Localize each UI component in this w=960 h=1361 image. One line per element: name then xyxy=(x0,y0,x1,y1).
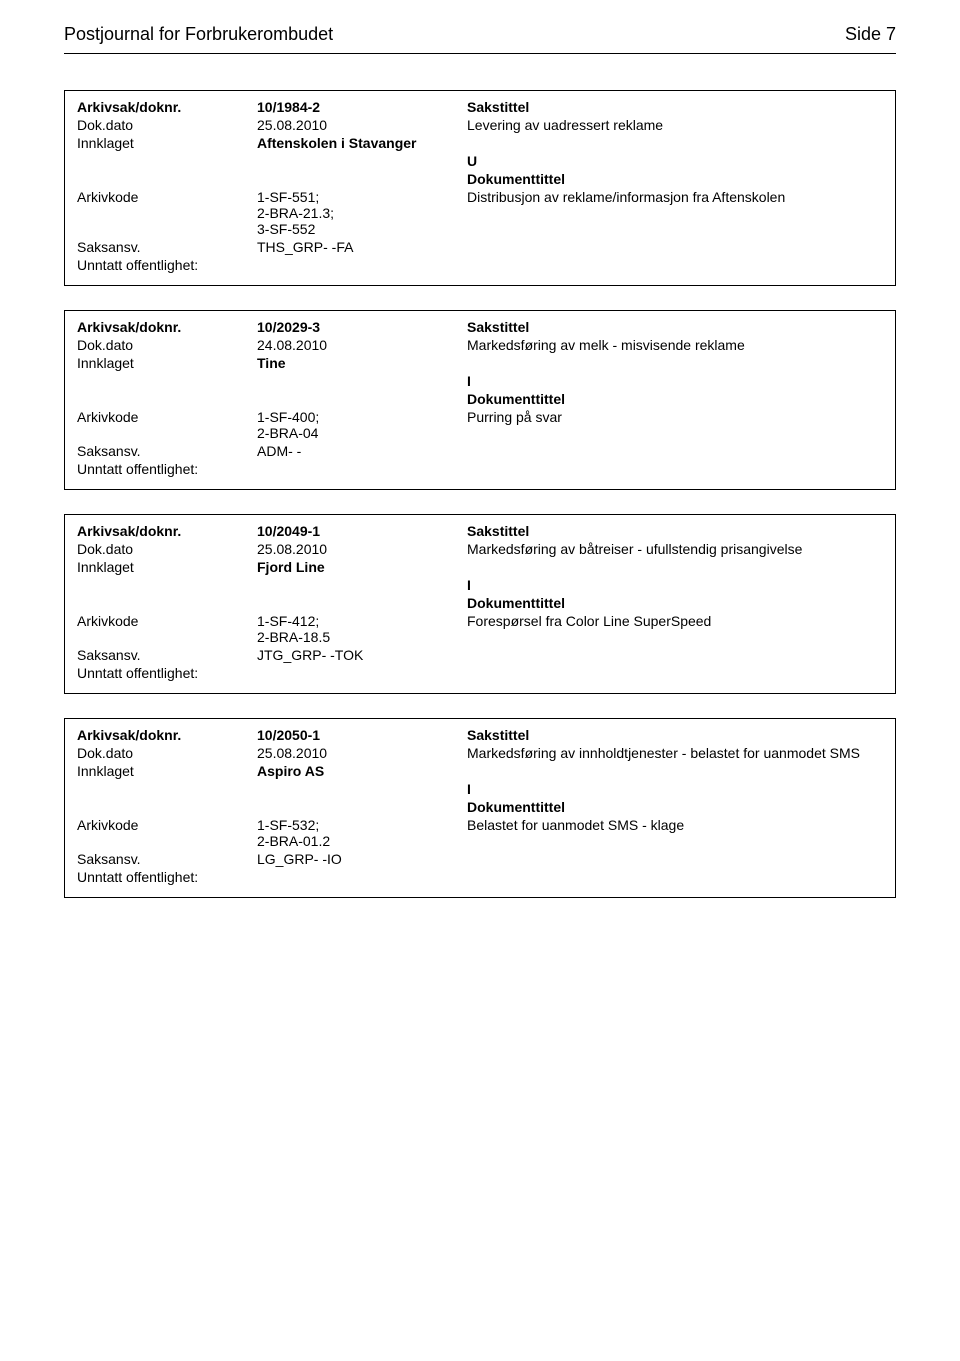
record: Arkivsak/doknr.10/2050-1Sakstittel Dok.da… xyxy=(64,718,896,898)
page-number: Side 7 xyxy=(845,24,896,45)
label-arkivsak: Arkivsak/doknr. xyxy=(77,99,257,115)
value-uio: I xyxy=(467,373,883,389)
label-arkivkode: Arkivkode xyxy=(77,409,257,425)
label-arkivkode: Arkivkode xyxy=(77,189,257,205)
label-sakstittel: Sakstittel xyxy=(467,727,883,743)
label-innklaget: Innklaget xyxy=(77,763,257,779)
label-unntatt: Unntatt offentlighet: xyxy=(77,665,198,681)
label-dokdato: Dok.dato xyxy=(77,745,257,761)
label-saksansv: Saksansv. xyxy=(77,647,257,663)
value-dato: 24.08.2010 xyxy=(257,337,467,353)
label-dokdato: Dok.dato xyxy=(77,541,257,557)
label-dokdato: Dok.dato xyxy=(77,337,257,353)
label-dokdato: Dok.dato xyxy=(77,117,257,133)
value-dokumenttittel: Belastet for uanmodet SMS - klage xyxy=(467,817,883,833)
label-unntatt: Unntatt offentlighet: xyxy=(77,461,198,477)
label-innklaget: Innklaget xyxy=(77,355,257,371)
label-dokumenttittel: Dokumenttittel xyxy=(467,595,883,611)
label-sakstittel: Sakstittel xyxy=(467,99,883,115)
value-arkivkode: 1-SF-412; 2-BRA-18.5 xyxy=(257,613,467,645)
value-arkivkode: 1-SF-400; 2-BRA-04 xyxy=(257,409,467,441)
header-divider xyxy=(64,53,896,54)
value-sakstittel: Markedsføring av båtreiser - ufullstendi… xyxy=(467,541,883,557)
value-dato: 25.08.2010 xyxy=(257,117,467,133)
label-dokumenttittel: Dokumenttittel xyxy=(467,171,883,187)
value-uio: I xyxy=(467,577,883,593)
page-header: Postjournal for Forbrukerombudet Side 7 xyxy=(64,24,896,45)
label-dokumenttittel: Dokumenttittel xyxy=(467,799,883,815)
value-saksansv: THS_GRP- -FA xyxy=(257,239,467,255)
label-saksansv: Saksansv. xyxy=(77,851,257,867)
value-dokumenttittel: Distribusjon av reklame/informasjon fra … xyxy=(467,189,883,205)
label-dokumenttittel: Dokumenttittel xyxy=(467,391,883,407)
label-arkivsak: Arkivsak/doknr. xyxy=(77,727,257,743)
label-sakstittel: Sakstittel xyxy=(467,319,883,335)
value-doknr: 10/2050-1 xyxy=(257,727,467,743)
label-innklaget: Innklaget xyxy=(77,135,257,151)
value-saksansv: ADM- - xyxy=(257,443,467,459)
label-arkivkode: Arkivkode xyxy=(77,817,257,833)
value-sakstittel: Markedsføring av melk - misvisende rekla… xyxy=(467,337,883,353)
value-sakstittel: Markedsføring av innholdtjenester - bela… xyxy=(467,745,883,761)
value-uio: I xyxy=(467,781,883,797)
value-innklaget: Aftenskolen i Stavanger xyxy=(257,135,467,151)
record: Arkivsak/doknr.10/2049-1Sakstittel Dok.da… xyxy=(64,514,896,694)
label-arkivsak: Arkivsak/doknr. xyxy=(77,523,257,539)
value-dokumenttittel: Forespørsel fra Color Line SuperSpeed xyxy=(467,613,883,629)
value-saksansv: JTG_GRP- -TOK xyxy=(257,647,467,663)
value-doknr: 10/2029-3 xyxy=(257,319,467,335)
label-arkivsak: Arkivsak/doknr. xyxy=(77,319,257,335)
value-dato: 25.08.2010 xyxy=(257,541,467,557)
value-arkivkode: 1-SF-551; 2-BRA-21.3; 3-SF-552 xyxy=(257,189,467,237)
value-doknr: 10/1984-2 xyxy=(257,99,467,115)
record: Arkivsak/doknr.10/2029-3Sakstittel Dok.da… xyxy=(64,310,896,490)
label-arkivkode: Arkivkode xyxy=(77,613,257,629)
value-dokumenttittel: Purring på svar xyxy=(467,409,883,425)
record: Arkivsak/doknr.10/1984-2Sakstittel Dok.da… xyxy=(64,90,896,286)
value-dato: 25.08.2010 xyxy=(257,745,467,761)
label-unntatt: Unntatt offentlighet: xyxy=(77,869,198,885)
label-unntatt: Unntatt offentlighet: xyxy=(77,257,198,273)
value-arkivkode: 1-SF-532; 2-BRA-01.2 xyxy=(257,817,467,849)
value-innklaget: Tine xyxy=(257,355,467,371)
value-doknr: 10/2049-1 xyxy=(257,523,467,539)
value-innklaget: Fjord Line xyxy=(257,559,467,575)
value-saksansv: LG_GRP- -IO xyxy=(257,851,467,867)
label-saksansv: Saksansv. xyxy=(77,443,257,459)
value-innklaget: Aspiro AS xyxy=(257,763,467,779)
label-innklaget: Innklaget xyxy=(77,559,257,575)
value-uio: U xyxy=(467,153,883,169)
label-sakstittel: Sakstittel xyxy=(467,523,883,539)
value-sakstittel: Levering av uadressert reklame xyxy=(467,117,883,133)
label-saksansv: Saksansv. xyxy=(77,239,257,255)
records-container: Arkivsak/doknr.10/1984-2SakstittelDok.da… xyxy=(64,90,896,898)
header-title: Postjournal for Forbrukerombudet xyxy=(64,24,333,45)
